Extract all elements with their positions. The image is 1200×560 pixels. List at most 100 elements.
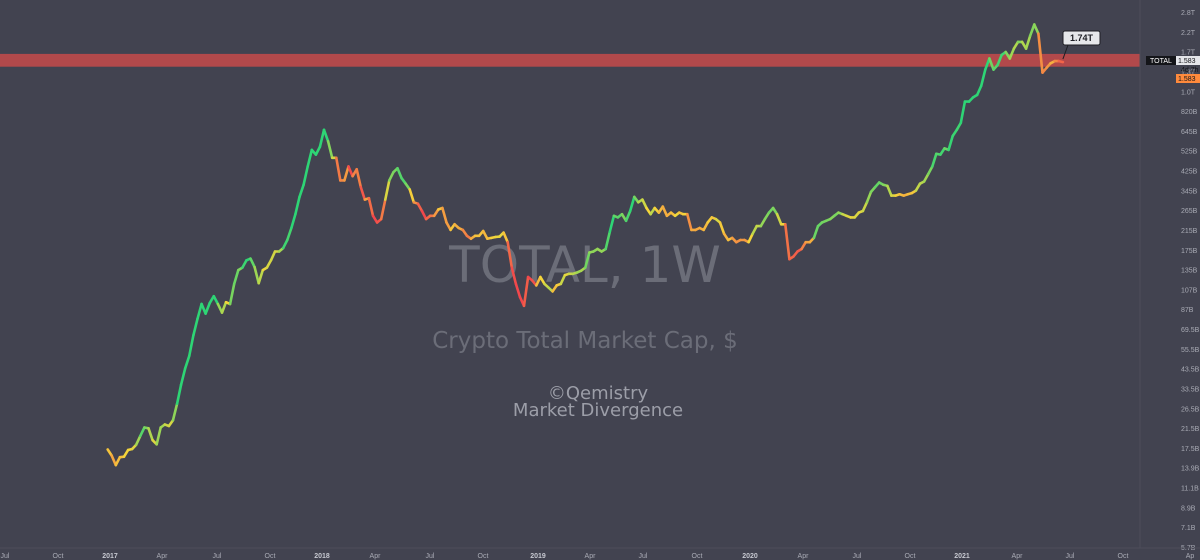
x-tick-label: Jul (213, 553, 222, 560)
price-segment (979, 68, 987, 88)
price-segment (1033, 23, 1040, 36)
y-tick-label: 107B (1181, 287, 1198, 294)
price-segment (192, 317, 199, 337)
x-tick-label: 2020 (742, 553, 758, 560)
price-segment (522, 275, 530, 308)
price-segment (302, 165, 310, 187)
x-tick-label: Apr (1012, 553, 1024, 560)
price-segment (759, 217, 767, 228)
x-tick-label: Oct (265, 553, 276, 560)
price-badge-value: 1.583 (1178, 58, 1196, 65)
y-tick-label: 2.2T (1181, 30, 1196, 37)
price-segment (326, 140, 334, 160)
price-segment (534, 275, 542, 287)
price-segment (134, 434, 142, 447)
x-axis-ticks: Jul Oct 2017 Apr Jul Oct 2018 Apr Jul Oct 2019 Apr J… (1, 553, 1195, 560)
price-segment (624, 209, 632, 223)
x-tick-label: Apr (157, 553, 169, 560)
price-segment (306, 148, 314, 168)
price-segment (718, 221, 726, 236)
price-segment (800, 240, 808, 251)
x-tick-label: Jul (1, 553, 10, 560)
x-tick-label: 2019 (530, 553, 546, 560)
y-tick-label: 13.9B (1181, 466, 1200, 473)
price-segment (922, 172, 930, 183)
price-segment (322, 128, 330, 143)
x-tick-label: Oct (53, 553, 64, 560)
price-segment (383, 179, 391, 201)
price-segment (604, 230, 612, 251)
y-tick-label: 69.5B (1181, 327, 1200, 334)
price-segment (1028, 23, 1036, 38)
price-segment (334, 156, 342, 182)
x-tick-label: Ap (1186, 553, 1195, 560)
x-tick-label: Oct (692, 553, 703, 560)
price-segment (281, 238, 289, 250)
x-tick-label: Apr (370, 553, 382, 560)
y-tick-label: 8.9B (1181, 505, 1196, 512)
price-segment (1037, 32, 1044, 74)
callout-label: 1.74T (1070, 33, 1094, 43)
y-tick-label: 345B (1181, 188, 1198, 195)
y-tick-label: 7.1B (1181, 525, 1196, 532)
price-series (106, 23, 1065, 467)
price-segment (179, 366, 187, 387)
price-badge-symbol-box (1146, 56, 1176, 65)
price-segment (865, 190, 873, 204)
x-tick-label: Oct (905, 553, 916, 560)
price-segment (171, 402, 179, 422)
price-segment (114, 455, 122, 467)
x-tick-label: Oct (1118, 553, 1129, 560)
y-tick-label: 2.8T (1181, 10, 1196, 17)
x-tick-label: Jul (1066, 553, 1075, 560)
price-segment (314, 145, 322, 156)
price-badge-value2: 1.583 (1178, 76, 1196, 83)
x-tick-label: Jul (426, 553, 435, 560)
x-tick-label: 2018 (314, 553, 330, 560)
price-segment (249, 257, 256, 269)
price-segment (702, 221, 710, 232)
price-segment (926, 165, 934, 176)
price-segment (196, 302, 203, 321)
price-segment (265, 258, 273, 269)
price-segment (188, 333, 195, 358)
y-tick-label: 645B (1181, 129, 1198, 136)
price-segment (355, 168, 363, 189)
price-segment (1057, 59, 1065, 64)
price-segment (359, 185, 367, 201)
price-segment (559, 273, 567, 286)
price-segment (269, 250, 277, 262)
price-segment (347, 165, 354, 178)
price-segment (183, 354, 191, 370)
price-segment (783, 223, 791, 261)
x-tick-label: Jul (853, 553, 862, 560)
price-segment (751, 224, 759, 236)
x-tick-label: 2017 (102, 553, 118, 560)
y-tick-label: 215B (1181, 228, 1198, 235)
price-segment (955, 121, 963, 132)
x-tick-label: Apr (585, 553, 597, 560)
y-tick-label: 21.5B (1181, 426, 1200, 433)
y-tick-label: 1.7T (1181, 50, 1196, 57)
price-segment (147, 426, 154, 442)
price-segment (481, 229, 489, 240)
price-segment (539, 275, 546, 286)
price-segment (220, 300, 228, 314)
y-tick-label: 525B (1181, 149, 1198, 156)
price-segment (294, 195, 301, 216)
price-segment (204, 301, 211, 315)
price-segment (420, 209, 428, 221)
price-badge-countdown: 4d 7h (1181, 67, 1199, 74)
y-tick-label: 1.0T (1181, 89, 1196, 96)
x-tick-label: Apr (798, 553, 810, 560)
price-segment (1012, 40, 1020, 50)
price-segment (441, 206, 448, 224)
price-segment (379, 198, 387, 221)
price-segment (506, 240, 514, 269)
price-segment (285, 226, 293, 242)
price-segment (396, 167, 403, 180)
watermark-credit: ©Qemistry (548, 383, 649, 404)
price-segment (996, 53, 1004, 67)
y-tick-label: 135B (1181, 268, 1198, 275)
